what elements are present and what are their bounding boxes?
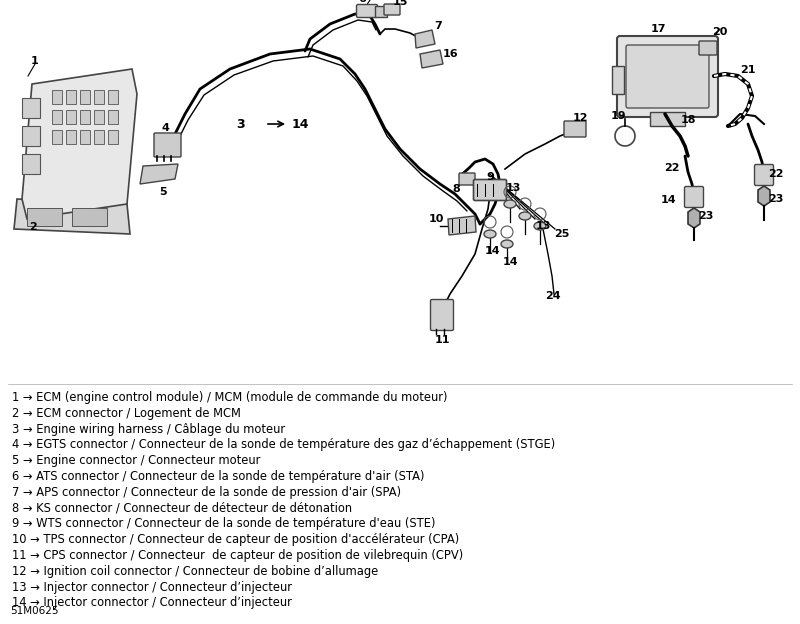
Text: 23: 23 (768, 194, 784, 204)
Polygon shape (415, 30, 435, 48)
Text: 51M0625: 51M0625 (10, 606, 58, 616)
FancyBboxPatch shape (474, 180, 506, 200)
Text: 12 → Ignition coil connector / Connecteur de bobine d’allumage: 12 → Ignition coil connector / Connecteu… (12, 565, 378, 578)
Text: 9 → WTS connector / Connecteur de la sonde de température d'eau (STE): 9 → WTS connector / Connecteur de la son… (12, 517, 435, 530)
Text: 1: 1 (31, 56, 39, 66)
Ellipse shape (501, 240, 513, 248)
Bar (52, 90, 62, 104)
Text: 11: 11 (434, 335, 450, 345)
Bar (80, 90, 90, 104)
Bar (94, 90, 104, 104)
Bar (52, 130, 62, 144)
Bar (108, 110, 118, 124)
Text: 14: 14 (484, 246, 500, 256)
Text: 4 → EGTS connector / Connecteur de la sonde de température des gaz d’échappement: 4 → EGTS connector / Connecteur de la so… (12, 439, 555, 451)
Text: 5: 5 (159, 187, 167, 197)
Text: 22: 22 (768, 169, 784, 179)
FancyBboxPatch shape (430, 300, 454, 331)
Text: 3 → Engine wiring harness / Câblage du moteur: 3 → Engine wiring harness / Câblage du m… (12, 422, 285, 436)
Text: 6 → ATS connector / Connecteur de la sonde de température d'air (STA): 6 → ATS connector / Connecteur de la son… (12, 470, 425, 483)
Text: 13: 13 (535, 221, 550, 231)
Ellipse shape (504, 200, 516, 208)
Bar (612, 66, 624, 94)
Text: 8 → KS connector / Connecteur de détecteur de détonation: 8 → KS connector / Connecteur de détecte… (12, 502, 352, 515)
Text: 1 → ECM (engine control module) / MCM (module de commande du moteur): 1 → ECM (engine control module) / MCM (m… (12, 391, 447, 404)
Text: 11 → CPS connector / Connecteur  de capteur de position de vilebrequin (CPV): 11 → CPS connector / Connecteur de capte… (12, 549, 463, 562)
Text: 23: 23 (698, 211, 714, 221)
Text: 14 → Injector connector / Connecteur d’injecteur: 14 → Injector connector / Connecteur d’i… (12, 597, 292, 610)
Text: 3: 3 (236, 117, 245, 130)
Text: 2 → ECM connector / Logement de MCM: 2 → ECM connector / Logement de MCM (12, 407, 241, 420)
Bar (108, 130, 118, 144)
Text: 5 → Engine connector / Connecteur moteur: 5 → Engine connector / Connecteur moteur (12, 454, 260, 467)
Bar (80, 130, 90, 144)
Text: 7: 7 (434, 21, 442, 31)
Text: 21: 21 (740, 65, 756, 75)
FancyBboxPatch shape (626, 45, 709, 108)
Ellipse shape (519, 212, 531, 220)
Text: 16: 16 (442, 49, 458, 59)
Polygon shape (140, 164, 178, 184)
Bar (94, 110, 104, 124)
Bar (66, 110, 76, 124)
Bar (375, 6, 387, 17)
Bar (650, 112, 685, 126)
Text: 15: 15 (392, 0, 408, 7)
Ellipse shape (534, 222, 546, 230)
Text: 24: 24 (545, 291, 561, 301)
Text: 14: 14 (292, 117, 310, 130)
Bar (108, 90, 118, 104)
Bar (66, 90, 76, 104)
Polygon shape (22, 69, 137, 219)
Text: 10: 10 (428, 214, 444, 224)
Polygon shape (448, 216, 476, 235)
FancyBboxPatch shape (699, 41, 717, 55)
FancyBboxPatch shape (617, 36, 718, 117)
FancyBboxPatch shape (459, 173, 475, 185)
Polygon shape (688, 208, 700, 228)
Bar (22, 126, 40, 146)
Bar (22, 154, 40, 174)
FancyBboxPatch shape (357, 4, 378, 17)
FancyBboxPatch shape (384, 4, 400, 15)
Polygon shape (758, 186, 770, 206)
Text: 13 → Injector connector / Connecteur d’injecteur: 13 → Injector connector / Connecteur d’i… (12, 580, 292, 593)
Text: 6: 6 (358, 0, 366, 4)
Text: 20: 20 (712, 27, 728, 37)
Polygon shape (14, 199, 130, 234)
Text: 8: 8 (452, 184, 460, 194)
FancyBboxPatch shape (154, 133, 181, 157)
Ellipse shape (484, 230, 496, 238)
Text: 19: 19 (610, 111, 626, 121)
Text: 17: 17 (650, 24, 666, 34)
Text: 12: 12 (572, 113, 588, 123)
Bar (72, 208, 107, 226)
Text: 9: 9 (486, 172, 494, 182)
Bar (66, 130, 76, 144)
FancyBboxPatch shape (685, 187, 703, 208)
Bar (94, 130, 104, 144)
Bar (27, 208, 62, 226)
Text: 4: 4 (161, 123, 169, 133)
FancyBboxPatch shape (754, 165, 774, 185)
Text: 2: 2 (29, 222, 37, 232)
Bar (52, 110, 62, 124)
Text: 7 → APS connector / Connecteur de la sonde de pression d'air (SPA): 7 → APS connector / Connecteur de la son… (12, 486, 401, 499)
Text: 22: 22 (664, 163, 680, 173)
Text: 18: 18 (680, 115, 696, 125)
Text: 13: 13 (506, 183, 521, 193)
Text: 25: 25 (554, 229, 570, 239)
Bar (22, 98, 40, 118)
Bar (80, 110, 90, 124)
Polygon shape (420, 50, 443, 68)
Text: 14: 14 (660, 195, 676, 205)
Text: 14: 14 (502, 257, 518, 267)
FancyBboxPatch shape (564, 121, 586, 137)
Text: 10 → TPS connector / Connecteur de capteur de position d'accélérateur (CPA): 10 → TPS connector / Connecteur de capte… (12, 533, 459, 546)
